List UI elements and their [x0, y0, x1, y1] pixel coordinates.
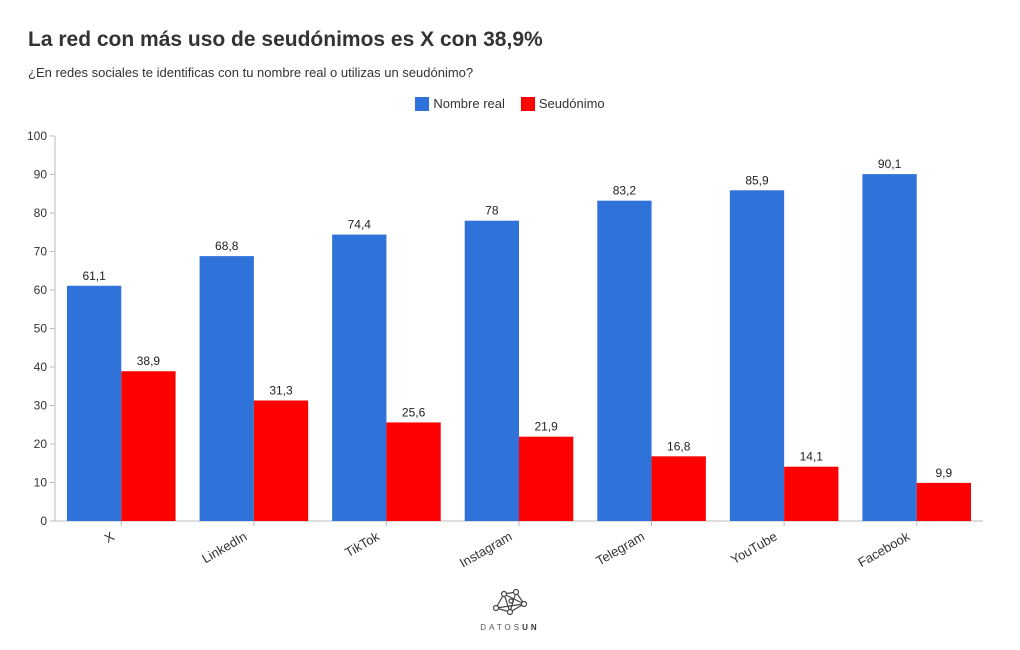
y-tick-label: 80	[34, 206, 48, 220]
logo-text-un: UN	[522, 623, 540, 632]
bar-nombre-real-youtube	[729, 190, 785, 521]
legend: Nombre real Seudónimo	[0, 96, 1020, 111]
bar-seud-nimo-tiktok	[386, 422, 441, 521]
y-tick-label: 30	[34, 399, 48, 413]
bar-seud-nimo-linkedin	[253, 400, 309, 521]
y-tick-label: 10	[34, 476, 48, 490]
y-tick-label: 50	[34, 322, 48, 336]
bar-nombre-real-facebook	[862, 174, 917, 522]
datosun-logo: DATOSUN	[470, 586, 550, 632]
legend-item-seudonimo[interactable]: Seudónimo	[520, 96, 605, 111]
y-tick-label: 100	[27, 129, 47, 143]
chart-title: La red con más uso de seudónimos es X co…	[28, 28, 543, 51]
data-label: 31,3	[269, 383, 293, 397]
bar-nombre-real-x	[67, 285, 122, 521]
data-label: 25,6	[402, 405, 426, 419]
bar-nombre-real-tiktok	[332, 234, 387, 521]
data-label: 14,1	[800, 450, 824, 464]
bar-seud-nimo-facebook	[916, 482, 971, 521]
x-tick-label: LinkedIn	[199, 529, 249, 567]
legend-item-nombre-real[interactable]: Nombre real	[415, 96, 505, 111]
y-tick-label: 20	[34, 437, 48, 451]
x-tick-label: Facebook	[855, 528, 912, 570]
bar-seud-nimo-telegram	[651, 456, 706, 521]
bar-nombre-real-linkedin	[199, 256, 254, 521]
legend-swatch-nombre-real	[415, 96, 430, 111]
data-label: 90,1	[878, 157, 902, 171]
x-tick-label: Telegram	[593, 529, 647, 569]
y-tick-label: 0	[40, 514, 47, 528]
x-tick-label: X	[102, 528, 117, 545]
data-label: 85,9	[745, 173, 769, 187]
network-logo-icon	[492, 588, 528, 616]
x-tick-label: TikTok	[342, 528, 382, 560]
logo-text: DATOSUN	[470, 623, 550, 632]
data-label: 61,1	[82, 269, 106, 283]
data-label: 78	[485, 204, 499, 218]
bar-seud-nimo-x	[121, 371, 176, 521]
legend-label-nombre-real: Nombre real	[433, 96, 505, 111]
legend-swatch-seudonimo	[520, 96, 535, 111]
data-label: 68,8	[215, 239, 239, 253]
x-tick-label: YouTube	[728, 529, 780, 568]
y-tick-label: 70	[34, 245, 48, 259]
legend-label-seudonimo: Seudónimo	[538, 96, 605, 111]
data-label: 83,2	[613, 184, 637, 198]
y-tick-label: 60	[34, 283, 48, 297]
bar-nombre-real-instagram	[464, 220, 519, 521]
chart-subtitle: ¿En redes sociales te identificas con tu…	[28, 65, 474, 80]
data-label: 9,9	[936, 466, 953, 480]
y-tick-label: 40	[34, 360, 48, 374]
data-label: 38,9	[137, 354, 161, 368]
x-tick-label: Instagram	[457, 529, 515, 571]
data-label: 16,8	[667, 439, 691, 453]
bar-nombre-real-telegram	[597, 200, 652, 521]
y-tick-label: 90	[34, 168, 48, 182]
bar-seud-nimo-instagram	[519, 436, 574, 521]
logo-text-datos: DATOS	[480, 623, 523, 632]
data-label: 21,9	[534, 420, 558, 434]
data-label: 74,4	[348, 218, 372, 232]
bar-seud-nimo-youtube	[784, 466, 839, 521]
